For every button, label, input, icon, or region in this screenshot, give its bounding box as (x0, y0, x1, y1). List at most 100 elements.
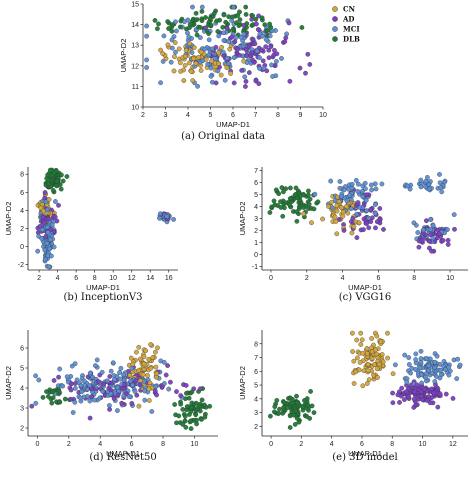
y-axis-label: UMAP-D2 (4, 202, 13, 236)
point-mci (142, 397, 148, 403)
point-mci (426, 182, 432, 187)
legend-label-dlb: DLB (343, 35, 360, 44)
point-ad (443, 391, 449, 397)
point-dlb (300, 404, 305, 410)
point-mci (372, 181, 378, 187)
point-cn (182, 63, 188, 68)
point-mci (362, 180, 368, 186)
x-tick-label: 8 (276, 112, 280, 119)
point-cn (177, 60, 183, 66)
point-dlb (243, 12, 249, 17)
point-ad (29, 403, 35, 409)
point-mci (373, 186, 379, 192)
x-tick-label: 4 (98, 441, 102, 448)
point-dlb (306, 188, 311, 194)
point-dlb (60, 178, 66, 184)
point-mci (108, 391, 114, 397)
point-cn (148, 365, 154, 371)
point-mci (43, 256, 48, 262)
point-ad (163, 372, 169, 378)
point-dlb (273, 187, 279, 193)
point-dlb (50, 389, 56, 395)
point-mci (438, 185, 444, 190)
point-cn (46, 197, 52, 202)
point-mci (446, 364, 452, 370)
point-cn (176, 46, 182, 52)
x-tick-label: 5 (209, 112, 213, 119)
point-ad (101, 381, 106, 387)
point-cn (371, 372, 376, 378)
point-mci (78, 395, 83, 401)
point-cn (130, 361, 136, 367)
point-cn (134, 349, 139, 355)
point-mci (49, 222, 55, 228)
point-mci (46, 264, 52, 270)
point-mci (94, 357, 100, 363)
point-dlb (211, 11, 217, 16)
legend-label-cn: CN (343, 5, 356, 14)
point-dlb (280, 213, 286, 219)
point-ad (377, 206, 383, 211)
point-mci (222, 77, 228, 83)
legend-label-ad: AD (342, 15, 355, 24)
point-cn (141, 354, 147, 360)
point-mci (78, 383, 84, 388)
point-ad (452, 226, 457, 232)
point-cn (301, 211, 306, 217)
point-ad (414, 382, 420, 388)
y-tick-label: 3 (254, 216, 258, 223)
point-ad (254, 21, 259, 27)
point-ad (297, 65, 303, 71)
point-ad (119, 400, 125, 406)
point-ad (251, 60, 257, 65)
x-tick-label: 0 (269, 275, 273, 282)
point-mci (84, 387, 90, 392)
point-mci (407, 186, 413, 192)
point-ad (253, 78, 259, 84)
point-cn (228, 71, 233, 76)
y-tick-label: 6 (254, 369, 258, 376)
point-dlb (53, 168, 59, 174)
point-mci (185, 30, 190, 36)
panel-caption: (b) InceptionV3 (64, 292, 143, 303)
y-tick-label: -2 (18, 262, 24, 269)
point-mci (426, 363, 432, 368)
point-dlb (288, 185, 293, 191)
point-dlb (193, 10, 199, 16)
point-cn (160, 51, 166, 56)
point-mci (261, 65, 267, 71)
x-tick-label: 12 (449, 441, 457, 448)
point-dlb (188, 405, 194, 410)
point-cn (146, 356, 152, 362)
point-mci (364, 208, 369, 214)
point-cn (158, 47, 163, 53)
point-mci (44, 207, 50, 213)
point-ad (129, 401, 135, 406)
point-dlb (221, 12, 227, 18)
point-mci (130, 382, 135, 388)
point-ad (399, 385, 405, 391)
point-mci (270, 74, 275, 79)
x-tick-label: 4 (186, 112, 190, 119)
point-mci (355, 189, 361, 194)
point-mci (438, 367, 444, 373)
point-ad (111, 396, 117, 401)
point-cn (150, 355, 156, 360)
point-ad (424, 398, 430, 403)
point-mci (90, 374, 96, 380)
point-dlb (194, 417, 199, 423)
point-cn (339, 205, 344, 210)
point-cn (380, 359, 386, 365)
point-mci (64, 374, 70, 380)
point-ad (274, 51, 280, 57)
point-ad (51, 378, 57, 383)
point-cn (136, 403, 142, 409)
point-mci (118, 365, 124, 371)
y-tick-label: 1 (254, 240, 258, 247)
x-tick-label: 10 (109, 275, 117, 282)
point-mci (112, 377, 117, 382)
point-mci (312, 191, 318, 197)
point-mci (44, 240, 50, 246)
point-ad (354, 235, 360, 240)
point-ad (364, 192, 370, 198)
